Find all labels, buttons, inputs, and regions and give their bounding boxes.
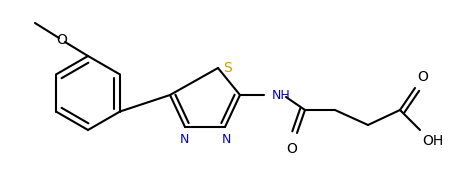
Text: O: O — [417, 70, 428, 84]
Text: S: S — [223, 61, 232, 75]
Text: NH: NH — [272, 88, 291, 102]
Text: O: O — [57, 33, 67, 47]
Text: O: O — [286, 142, 297, 156]
Text: N: N — [221, 133, 231, 146]
Text: OH: OH — [422, 134, 443, 148]
Text: N: N — [179, 133, 189, 146]
